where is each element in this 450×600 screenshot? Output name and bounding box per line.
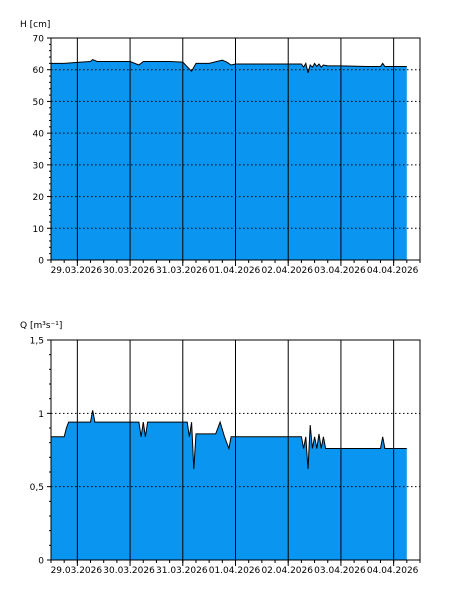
y-tick-label: 0,5: [30, 483, 44, 493]
y-axis-label: H [cm]: [20, 20, 50, 30]
x-tick-label: 02.04.2026: [261, 566, 313, 576]
x-tick-label: 04.04.2026: [367, 566, 419, 576]
y-tick-label: 1: [38, 410, 44, 420]
y-axis-label: Q [m³s⁻¹]: [20, 321, 62, 331]
series-area: [51, 410, 407, 560]
series-line: [51, 59, 407, 74]
x-tick-label: 29.03.2026: [51, 566, 103, 576]
y-tick-label: 50: [33, 98, 45, 108]
x-tick-label: 04.04.2026: [367, 266, 419, 276]
x-tick-label: 30.03.2026: [103, 566, 155, 576]
chart-panel-2: Q [m³s⁻¹] 0 0,5 1 1,5 29.03.2026 30.03.2026 31.…: [20, 321, 421, 576]
x-tick-label: 03.04.2026: [314, 566, 366, 576]
y-tick-label: 0: [38, 257, 44, 267]
y-tick-label: 10: [33, 225, 45, 235]
series-line: [51, 410, 407, 470]
x-tick-label: 01.04.2026: [209, 266, 261, 276]
series-area: [51, 59, 407, 260]
x-tick-label: 31.03.2026: [156, 566, 208, 576]
x-tick-label: 03.04.2026: [314, 266, 366, 276]
x-tick-label: 31.03.2026: [156, 266, 208, 276]
x-tick-label: 02.04.2026: [261, 266, 313, 276]
y-tick-label: 20: [33, 193, 45, 203]
chart-panel-1: H [cm] 0 10 20 30 40 50 60 70 29.03.2026 30.03.202…: [20, 20, 421, 276]
y-tick-label: 1,5: [30, 337, 44, 347]
y-tick-label: 0: [38, 557, 44, 567]
y-tick-label: 70: [33, 35, 45, 45]
y-tick-label: 30: [33, 161, 45, 171]
x-tick-label: 29.03.2026: [51, 266, 103, 276]
y-tick-label: 40: [33, 130, 45, 140]
x-tick-label: 01.04.2026: [209, 566, 261, 576]
y-tick-label: 60: [33, 66, 45, 76]
x-tick-label: 30.03.2026: [103, 266, 155, 276]
